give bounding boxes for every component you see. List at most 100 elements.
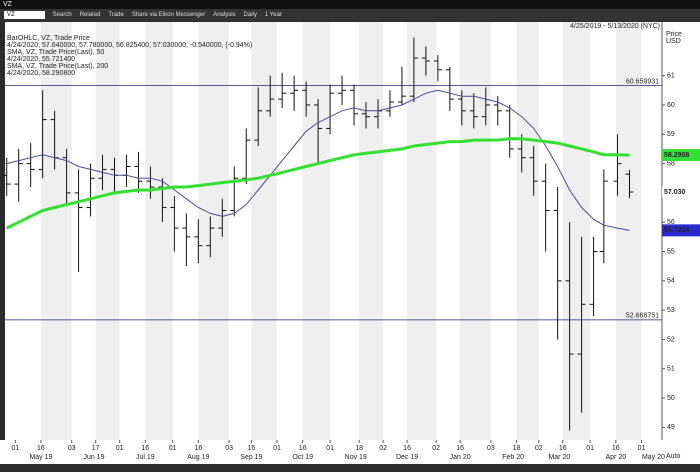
- x-tick-label: 01: [326, 445, 334, 452]
- y-tick-label: 50: [667, 395, 675, 402]
- price-tag-label: 57.030: [664, 189, 686, 196]
- month-label: Jun 19: [83, 454, 104, 461]
- x-tick-label: 16: [247, 445, 255, 452]
- symbol-input[interactable]: VZ: [4, 11, 45, 19]
- x-tick-label: 16: [141, 445, 149, 452]
- ohlc-bar: [338, 75, 347, 105]
- ohlc-bar: [38, 90, 47, 179]
- x-tick-label: 01: [11, 445, 19, 452]
- axis-label: USD: [666, 38, 681, 45]
- ohlc-bar: [421, 46, 430, 76]
- toolbar-button[interactable]: 1 Year: [264, 12, 282, 18]
- ohlc-bar: [613, 134, 622, 196]
- y-tick-label: 55: [667, 248, 675, 255]
- ohlc-bar: [599, 169, 608, 264]
- x-tick-label: 01: [638, 445, 646, 452]
- ohlc-bar: [62, 148, 71, 205]
- ohlc-bar: [14, 148, 23, 202]
- x-tick-label: 03: [225, 445, 233, 452]
- toolbar-button[interactable]: Daily: [243, 12, 257, 18]
- ohlc-bar: [2, 157, 11, 196]
- y-tick-label: 51: [667, 366, 675, 373]
- toolbar-button[interactable]: Related: [79, 12, 101, 18]
- month-label: Dec 19: [396, 454, 418, 461]
- ohlc-bar: [218, 198, 227, 237]
- price-tag-label: 58.2908: [664, 152, 689, 159]
- x-axis-panel: [0, 440, 700, 464]
- ohlc-bar: [385, 90, 394, 117]
- band-stripe: [251, 22, 278, 440]
- ohlc-bar: [182, 213, 191, 267]
- ohlc-bar: [314, 99, 323, 164]
- y-tick-label: 52: [667, 336, 675, 343]
- toolbar-button[interactable]: Search: [52, 12, 72, 18]
- x-tick-label: 02: [535, 445, 543, 452]
- ohlc-bar: [350, 84, 359, 126]
- x-tick-label: 02: [379, 445, 387, 452]
- sma-line: [6, 137, 630, 230]
- toolbar: VZ Search Related Trade Share via Eikon Mes…: [0, 9, 700, 21]
- band-stripe: [562, 22, 591, 440]
- ohlc-bar: [409, 37, 418, 103]
- band-stripe: [302, 22, 331, 440]
- month-label: Oct 19: [292, 454, 313, 461]
- month-label: Feb 20: [502, 454, 524, 461]
- month-label: Aug 19: [187, 454, 209, 461]
- legend-entry: 4/24/2020, 57.640000, 57.780000, 56.8254…: [7, 42, 252, 49]
- ohlc-bar: [230, 166, 239, 217]
- ohlc-bar: [589, 236, 598, 317]
- ohlc-bar: [158, 178, 167, 223]
- ohlc-bar: [517, 134, 526, 173]
- y-tick-label: 49: [667, 424, 675, 431]
- y-tick-label: 60: [667, 102, 675, 109]
- ohlc-bar: [206, 216, 215, 258]
- ohlc-bar: [290, 75, 299, 111]
- level-label: 52.668751: [626, 313, 659, 320]
- ohlc-bar: [74, 169, 83, 273]
- x-tick-label: 17: [92, 445, 100, 452]
- ohlc-bar: [433, 55, 442, 82]
- ohlc-bar: [242, 128, 251, 185]
- ohlc-bar: [278, 72, 287, 108]
- x-tick-label: 18: [513, 445, 521, 452]
- x-tick-label: 16: [456, 445, 464, 452]
- y-tick-label: 54: [667, 278, 675, 285]
- y-tick-label: 59: [667, 131, 675, 138]
- toolbar-button[interactable]: Share via Eikon Messenger: [131, 12, 206, 18]
- price-tag: [662, 186, 700, 199]
- y-tick-label: 58: [667, 160, 675, 167]
- month-label: Sep 19: [240, 454, 262, 461]
- month-label: Nov 19: [345, 454, 367, 461]
- legend-entry: BarOHLC, VZ, Trade Price: [7, 35, 90, 42]
- x-tick-label: 03: [487, 445, 495, 452]
- x-tick-label: 16: [559, 445, 567, 452]
- chart: 49505152535455565758596061PriceUSD4/25/2…: [0, 22, 700, 464]
- ohlc-bar: [529, 145, 538, 196]
- date-range: 4/25/2019 - 5/13/2020 (NYC): [570, 23, 660, 30]
- ohlc-bar: [146, 166, 155, 199]
- legend-entry: 4/24/2020, 58.290800: [7, 70, 75, 77]
- axis-panel: [662, 22, 700, 464]
- toolbar-button[interactable]: Analysis: [213, 12, 236, 18]
- x-tick-label: 02: [432, 445, 440, 452]
- x-tick-label: 01: [586, 445, 594, 452]
- band-stripe: [95, 22, 120, 440]
- axis-label: Price: [666, 31, 682, 38]
- level-label: 60.659931: [626, 78, 659, 85]
- ohlc-bar: [194, 219, 203, 264]
- toolbar-button[interactable]: Trade: [108, 12, 124, 18]
- y-tick-label: 56: [667, 219, 675, 226]
- ohlc-bar: [254, 87, 263, 146]
- ohlc-bar: [577, 236, 586, 413]
- price-tag-label: 55.7214: [664, 227, 689, 234]
- month-label: Apr 20: [605, 454, 626, 461]
- ohlc-bar: [362, 102, 371, 129]
- legend-entry: SMA, VZ, Trade Price(Last), 50: [7, 49, 104, 56]
- x-tick-label: 03: [68, 445, 76, 452]
- month-label: Jan 20: [450, 454, 471, 461]
- ohlc-bar: [445, 66, 454, 111]
- legend-entry: 4/24/2020, 55.721400: [7, 56, 75, 63]
- ohlc-bar: [565, 222, 574, 431]
- window-title: VZ: [0, 0, 700, 9]
